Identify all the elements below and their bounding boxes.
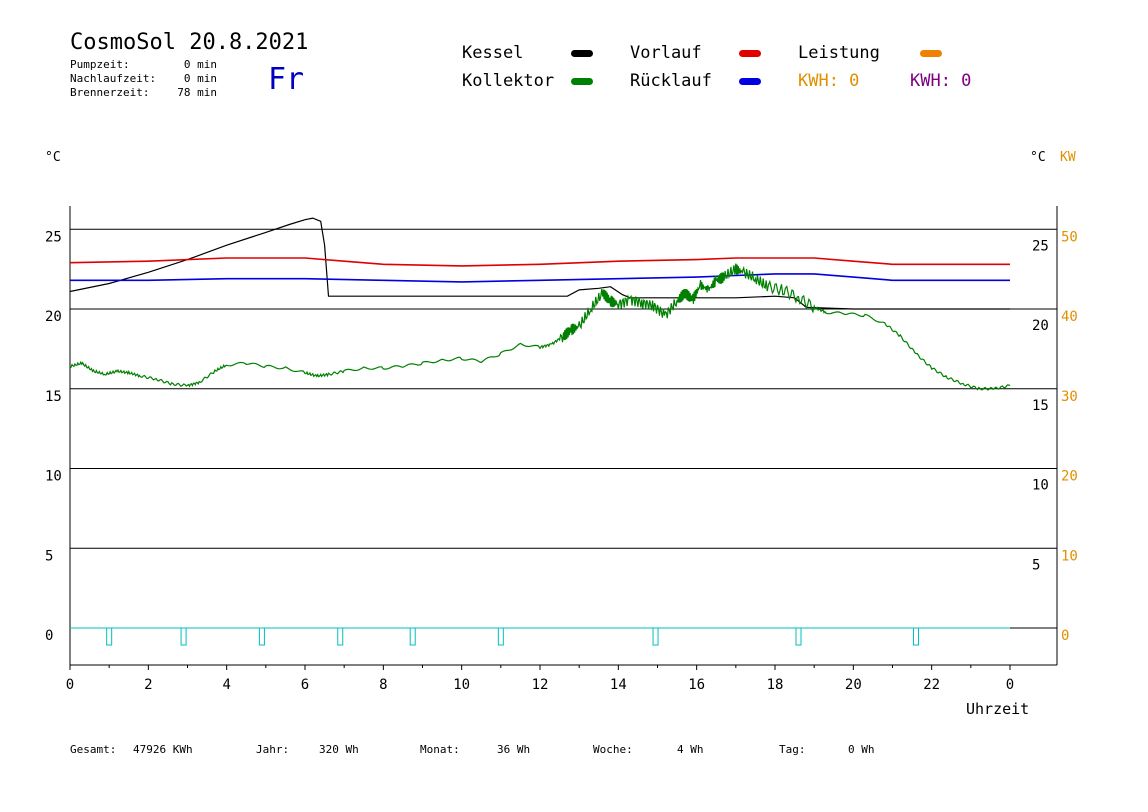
- legend-swatch-ruecklauf: [739, 78, 761, 85]
- footer-value-tag: 0 Wh: [848, 743, 875, 756]
- stat-value-nachlaufzeit: 0 min: [183, 72, 217, 85]
- pump-marker: [180, 627, 187, 646]
- x-tick-label: 14: [610, 677, 627, 693]
- legend-swatch-vorlauf: [739, 50, 761, 57]
- y-right-kw-tick-label: 0: [1061, 628, 1069, 644]
- weekday-label: Fr: [268, 62, 305, 97]
- footer-label-gesamt: Gesamt:: [70, 743, 117, 756]
- footer-value-monat: 36 Wh: [497, 743, 531, 756]
- y-right-kw-tick-label: 20: [1061, 469, 1078, 485]
- x-tick-label: 10: [453, 677, 470, 693]
- footer-value-jahr: 320 Wh: [319, 743, 359, 756]
- x-tick-label: 8: [379, 677, 387, 693]
- y-left-tick-label: 15: [45, 389, 62, 405]
- legend-swatch-kollektor: [571, 78, 593, 85]
- chart-title: CosmoSol 20.8.2021: [70, 30, 309, 55]
- right-axis-unit-kw: KW: [1060, 150, 1076, 165]
- pump-marker: [337, 627, 344, 646]
- x-tick-label: 16: [688, 677, 705, 693]
- left-axis-unit: °C: [45, 150, 61, 165]
- footer-value-woche: 4 Wh: [677, 743, 704, 756]
- x-tick-label: 0: [66, 677, 74, 693]
- pump-marker: [497, 627, 504, 646]
- y-right-tick-label: 20: [1032, 318, 1049, 334]
- x-tick-label: 18: [767, 677, 784, 693]
- stat-label-pumpzeit: Pumpzeit:: [70, 58, 130, 71]
- x-axis-label: Uhrzeit: [966, 700, 1030, 718]
- kwh-readout-purple: KWH: 0: [910, 71, 972, 91]
- y-left-tick-label: 0: [45, 628, 53, 644]
- legend-label-kessel: Kessel: [462, 43, 524, 63]
- x-tick-label: 22: [923, 677, 940, 693]
- stat-value-brennerzeit: 78 min: [177, 86, 217, 99]
- pump-marker: [795, 627, 802, 646]
- x-tick-label: 20: [845, 677, 862, 693]
- series-line-ruecklauf: [70, 273, 1010, 283]
- y-left-tick-label: 10: [45, 469, 62, 485]
- pump-marker: [913, 627, 919, 646]
- series-line-kessel: [69, 217, 1010, 310]
- y-right-kw-tick-label: 40: [1061, 309, 1078, 325]
- stat-value-pumpzeit: 0 min: [183, 58, 217, 71]
- legend-label-kollektor: Kollektor: [462, 71, 555, 91]
- pump-marker: [106, 627, 113, 646]
- pump-marker: [409, 627, 416, 646]
- stat-label-nachlaufzeit: Nachlaufzeit:: [70, 72, 157, 85]
- legend-swatch-leistung: [920, 50, 942, 57]
- stat-label-brennerzeit: Brennerzeit:: [70, 86, 150, 99]
- y-right-kw-tick-label: 50: [1061, 229, 1078, 245]
- y-right-kw-tick-label: 30: [1061, 389, 1078, 405]
- series-line-vorlauf: [69, 257, 1010, 267]
- x-tick-label: 0: [1006, 677, 1014, 693]
- y-right-tick-label: 15: [1032, 398, 1049, 414]
- x-tick-label: 4: [222, 677, 230, 693]
- legend-label-vorlauf: Vorlauf: [630, 43, 702, 63]
- x-tick-label: 2: [144, 677, 152, 693]
- pump-marker: [258, 627, 265, 646]
- series-line-kollektor: [69, 263, 1011, 391]
- x-tick-label: 6: [301, 677, 309, 693]
- legend-label-leistung: Leistung: [798, 43, 880, 63]
- y-left-tick-label: 20: [45, 309, 62, 325]
- kwh-readout-orange: KWH: 0: [798, 71, 860, 91]
- footer-label-tag: Tag:: [779, 743, 806, 756]
- y-right-tick-label: 10: [1032, 478, 1049, 494]
- pump-marker: [652, 627, 659, 646]
- legend-label-ruecklauf: Rücklauf: [630, 71, 712, 91]
- right-axis-unit: °C: [1030, 150, 1046, 165]
- footer-value-gesamt: 47926 KWh: [133, 743, 193, 756]
- footer-label-woche: Woche:: [593, 743, 633, 756]
- x-tick-label: 12: [532, 677, 549, 693]
- y-right-kw-tick-label: 10: [1061, 548, 1078, 564]
- footer-label-jahr: Jahr:: [256, 743, 290, 756]
- y-left-tick-label: 5: [45, 548, 53, 564]
- y-left-tick-label: 25: [45, 229, 62, 245]
- footer-label-monat: Monat:: [420, 743, 460, 756]
- legend-swatch-kessel: [571, 50, 593, 57]
- y-right-tick-label: 5: [1032, 557, 1040, 573]
- y-right-tick-label: 25: [1032, 238, 1049, 254]
